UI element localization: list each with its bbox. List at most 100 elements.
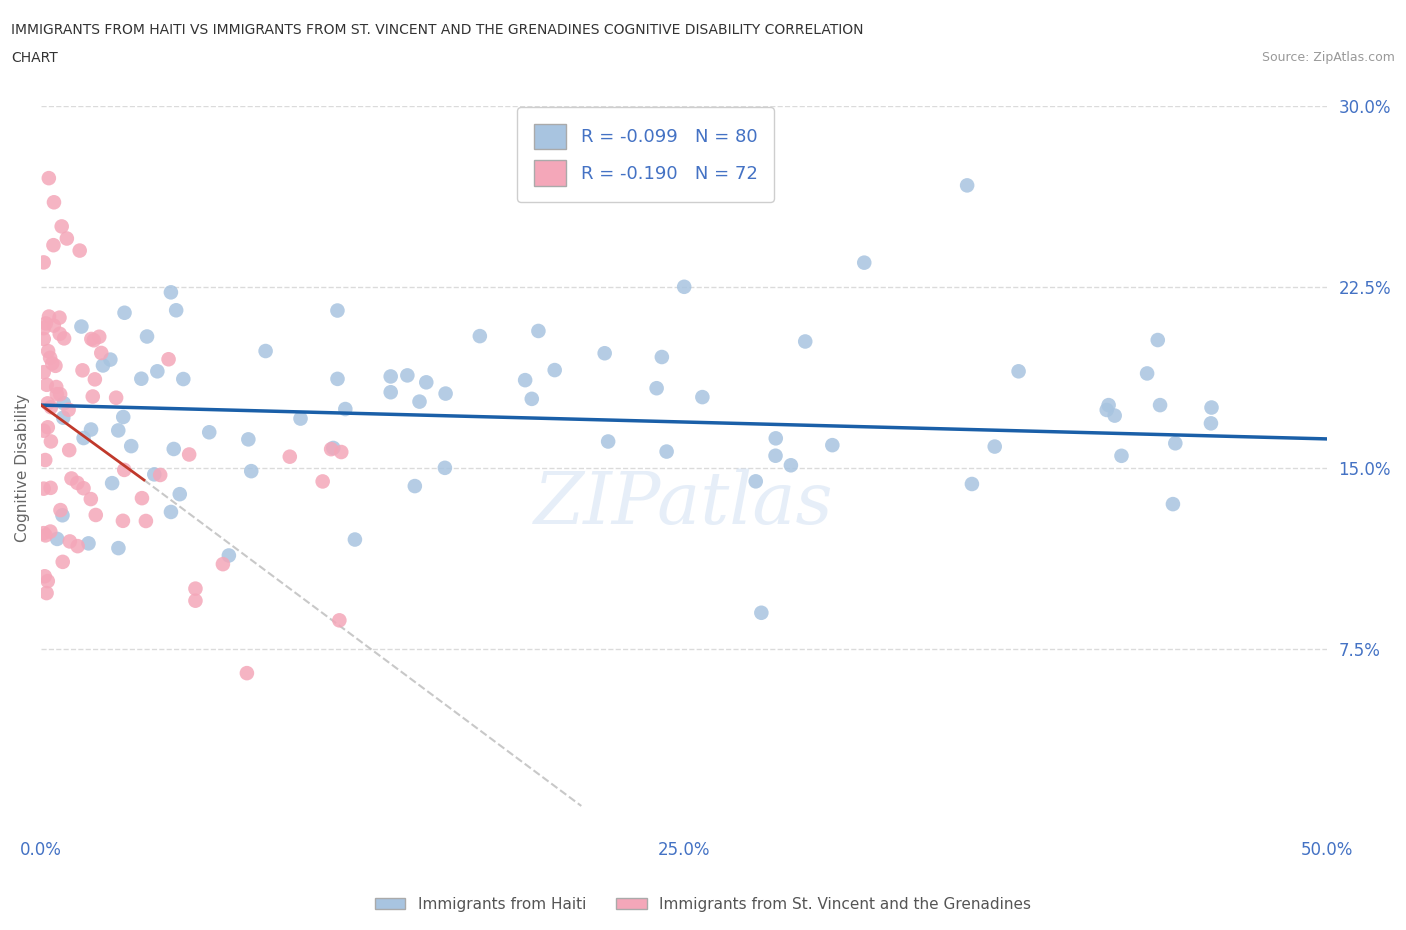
Point: [89, 329, 111, 344]
Point: [1201, 400, 1223, 415]
Point: [42, 195, 65, 210]
Point: [51, 219, 73, 233]
Point: [1136, 366, 1159, 381]
Point: [107, 423, 129, 438]
Point: [956, 178, 979, 193]
Point: [765, 448, 787, 463]
Point: [143, 467, 166, 482]
Point: [34, 453, 56, 468]
Point: [44, 358, 66, 373]
Point: [112, 462, 135, 477]
Point: [794, 334, 817, 349]
Point: [593, 346, 616, 361]
Point: [1111, 448, 1133, 463]
Point: [98, 352, 121, 367]
Point: [38, 309, 60, 324]
Point: [598, 434, 620, 449]
Point: [90, 346, 112, 361]
Point: [179, 447, 201, 462]
Point: [149, 468, 172, 483]
Point: [35, 316, 58, 331]
Point: [32, 321, 55, 336]
Point: [77, 536, 100, 551]
Point: [1199, 416, 1222, 431]
Point: [37, 344, 59, 359]
Point: [38, 171, 60, 186]
Point: [396, 368, 419, 383]
Legend: R = -0.099   N = 80, R = -0.190   N = 72: R = -0.099 N = 80, R = -0.190 N = 72: [517, 108, 773, 202]
Point: [544, 363, 567, 378]
Point: [58, 403, 80, 418]
Point: [72, 363, 94, 378]
Point: [322, 441, 344, 456]
Point: [328, 613, 350, 628]
Point: [468, 328, 491, 343]
Point: [111, 513, 134, 528]
Point: [136, 329, 159, 344]
Point: [52, 554, 75, 569]
Legend: Immigrants from Haiti, Immigrants from St. Vincent and the Grenadines: Immigrants from Haiti, Immigrants from S…: [368, 891, 1038, 918]
Point: [131, 371, 153, 386]
Point: [254, 343, 277, 358]
Point: [59, 534, 82, 549]
Point: [48, 311, 70, 325]
Y-axis label: Cognitive Disability: Cognitive Disability: [15, 393, 30, 542]
Point: [42, 238, 65, 253]
Point: [311, 474, 333, 489]
Point: [37, 574, 59, 589]
Point: [326, 371, 349, 386]
Point: [165, 303, 187, 318]
Point: [751, 605, 773, 620]
Point: [380, 369, 402, 384]
Point: [83, 372, 105, 387]
Point: [37, 396, 59, 411]
Point: [238, 432, 260, 446]
Point: [1164, 436, 1187, 451]
Point: [236, 666, 259, 681]
Point: [83, 333, 105, 348]
Point: [160, 285, 183, 299]
Point: [72, 481, 94, 496]
Point: [434, 386, 457, 401]
Point: [34, 569, 56, 584]
Text: Source: ZipAtlas.com: Source: ZipAtlas.com: [1261, 51, 1395, 64]
Point: [1146, 333, 1168, 348]
Text: IMMIGRANTS FROM HAITI VS IMMIGRANTS FROM ST. VINCENT AND THE GRENADINES COGNITIV: IMMIGRANTS FROM HAITI VS IMMIGRANTS FROM…: [11, 23, 863, 37]
Point: [107, 540, 129, 555]
Text: ZIPatlas: ZIPatlas: [534, 469, 834, 539]
Point: [404, 479, 426, 494]
Point: [58, 443, 80, 458]
Point: [157, 352, 180, 366]
Point: [39, 481, 62, 496]
Point: [42, 318, 65, 333]
Point: [120, 439, 142, 454]
Point: [321, 442, 343, 457]
Point: [84, 508, 107, 523]
Point: [1095, 403, 1118, 418]
Point: [218, 548, 240, 563]
Point: [692, 390, 714, 405]
Point: [1007, 364, 1029, 379]
Point: [66, 538, 89, 553]
Point: [39, 434, 62, 449]
Point: [49, 503, 72, 518]
Point: [52, 410, 75, 425]
Point: [48, 326, 70, 341]
Point: [52, 396, 75, 411]
Point: [527, 324, 550, 339]
Point: [41, 356, 63, 371]
Point: [70, 319, 93, 334]
Point: [32, 481, 55, 496]
Point: [380, 385, 402, 400]
Point: [45, 379, 67, 394]
Point: [780, 458, 803, 472]
Point: [45, 387, 67, 402]
Point: [655, 445, 678, 459]
Point: [408, 394, 430, 409]
Point: [513, 373, 536, 388]
Point: [53, 331, 76, 346]
Point: [433, 460, 456, 475]
Point: [326, 303, 349, 318]
Point: [160, 505, 183, 520]
Point: [198, 425, 221, 440]
